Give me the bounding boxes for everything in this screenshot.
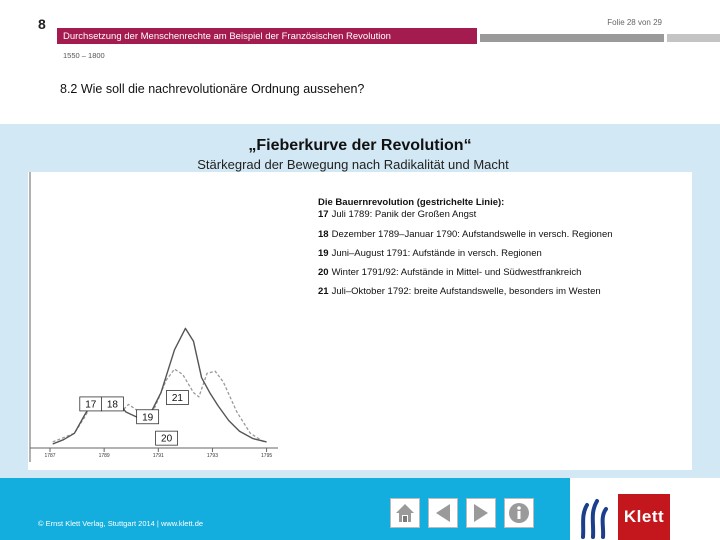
klett-mark-icon <box>581 499 608 539</box>
event-label: 20 <box>161 434 173 445</box>
chapter-number: 8 <box>38 16 46 32</box>
legend-text: Dezember 1789–Januar 1790: Aufstandswell… <box>331 229 613 240</box>
legend-text: Juli 1789: Panik der Großen Angst <box>331 209 477 220</box>
event-label: 18 <box>107 399 119 410</box>
event-label-box <box>101 396 124 412</box>
event-label: 19 <box>142 412 154 423</box>
legend-item: 21 Juli–Oktober 1792: breite Aufstandswel… <box>318 286 601 298</box>
next-icon <box>474 504 488 522</box>
fever-curve-chart: 1787 1789 1791 1793 1795 17 18 19 20 21 <box>29 172 278 462</box>
event-label-box <box>155 430 178 446</box>
revolution-line <box>52 327 267 445</box>
x-tick-label: 1787 <box>44 453 55 459</box>
previous-button[interactable] <box>428 498 458 528</box>
footer-credit: © Ernst Klett Verlag, Stuttgart 2014 | w… <box>38 519 204 528</box>
header-rule <box>480 34 664 42</box>
legend-text: Juli–Oktober 1792: breite Aufstandswelle… <box>331 286 601 297</box>
klett-logo: Klett <box>618 494 670 540</box>
legend: Die Bauernrevolution (gestrichelte Linie… <box>318 197 613 297</box>
legend-item: 19 Juni–August 1791: Aufstände in versch.… <box>318 248 542 260</box>
event-label-box <box>166 390 189 405</box>
event-label: 17 <box>85 399 97 410</box>
legend-item: 18 Dezember 1789–Januar 1790: Aufstandswe… <box>318 229 613 241</box>
legend-item: 17 Juli 1789: Panik der Großen Angst <box>318 209 476 221</box>
x-tick-label: 1789 <box>99 453 110 459</box>
x-tick-label: 1795 <box>261 453 272 459</box>
chart-subtitle: Stärkegrad der Bewegung nach Radikalität… <box>197 157 509 172</box>
legend-number: 20 <box>318 267 329 278</box>
section-heading: 8.2 Wie soll die nachrevolutionäre Ordnu… <box>60 82 365 96</box>
info-icon <box>509 503 529 523</box>
home-icon <box>396 504 414 522</box>
legend-number: 17 <box>318 209 329 220</box>
legend-number: 18 <box>318 229 329 240</box>
legend-number: 21 <box>318 286 329 297</box>
slide-title: Durchsetzung der Menschenrechte am Beisp… <box>63 31 391 42</box>
x-tick-label: 1791 <box>153 453 164 459</box>
legend-item: 20 Winter 1791/92: Aufstände in Mittel- u… <box>318 267 581 279</box>
event-label-box <box>136 409 160 425</box>
next-button[interactable] <box>466 498 496 528</box>
period-label: 1550 – 1800 <box>63 51 105 60</box>
x-tick-label: 1793 <box>207 453 218 459</box>
info-button[interactable] <box>504 498 534 528</box>
legend-text: Juni–August 1791: Aufstände in versch. R… <box>331 248 542 259</box>
event-label: 21 <box>172 393 184 404</box>
legend-heading: Die Bauernrevolution (gestrichelte Linie… <box>318 197 505 208</box>
header-rule-end <box>667 34 720 42</box>
title-bar: Durchsetzung der Menschenrechte am Beisp… <box>57 28 477 44</box>
chart-title: „Fieberkurve der Revolution“ <box>248 137 472 154</box>
home-button[interactable] <box>390 498 420 528</box>
legend-text: Winter 1791/92: Aufstände in Mittel- und… <box>331 267 582 278</box>
slide-counter: Folie 28 von 29 <box>607 18 662 27</box>
legend-number: 19 <box>318 248 329 259</box>
previous-icon <box>436 504 450 522</box>
